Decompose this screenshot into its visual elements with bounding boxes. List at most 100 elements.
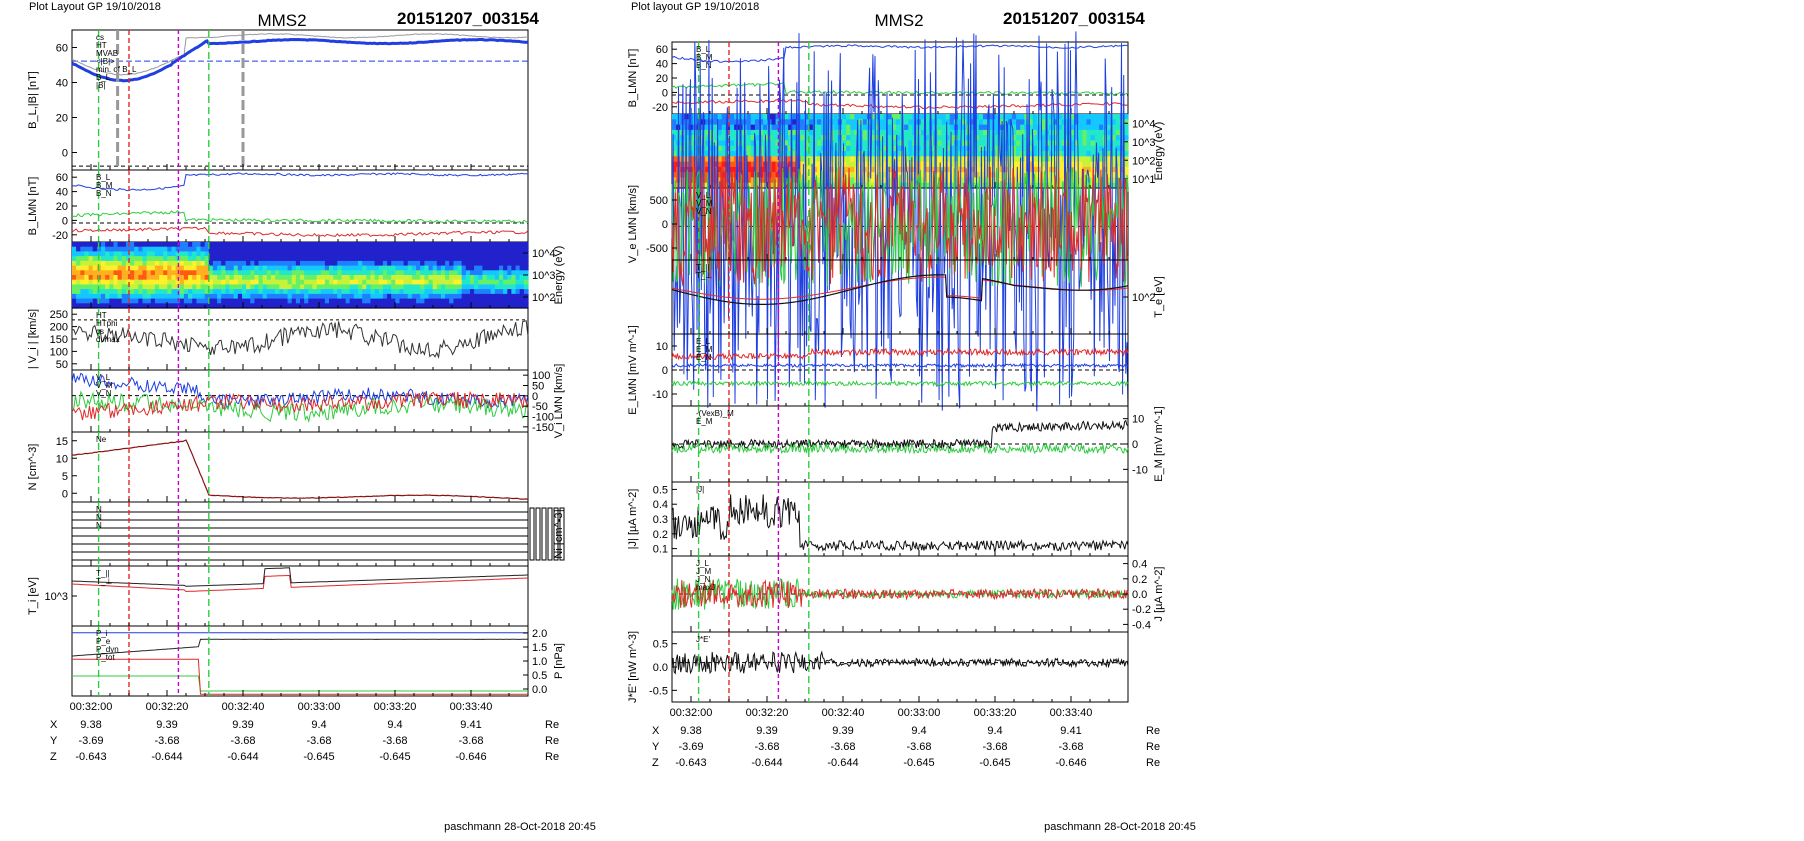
ion-spectrogram-cell [283, 246, 289, 252]
ion-spectrogram-cell [237, 289, 243, 295]
electron-spectrogram-cell [808, 172, 814, 178]
electron-spectrogram-cell [804, 156, 810, 163]
electron-spectrogram-cell [995, 145, 1000, 152]
ion-spectrogram-cell [349, 298, 355, 304]
ion-spectrogram-cell [179, 260, 185, 267]
electron-spectrogram-cell [920, 156, 926, 163]
ion-spectrogram-cell [113, 246, 119, 252]
ion-spectrogram-cell [96, 270, 102, 276]
ion-spectrogram-cell [333, 265, 338, 271]
ion-spectrogram-cell [109, 284, 114, 290]
ion-spectrogram-cell [416, 279, 421, 285]
electron-spectrogram-cell [837, 156, 843, 163]
ion-spectrogram-cell [138, 279, 143, 285]
ion-spectrogram-cell [113, 275, 119, 281]
ion-spectrogram-cell [217, 298, 222, 304]
electron-spectrogram-cell [817, 145, 822, 152]
ion-spectrogram-cell [453, 270, 459, 276]
electron-spectrogram-cell [721, 119, 727, 126]
ion-spectrogram-cell [482, 242, 488, 248]
ion-spectrogram-cell [233, 284, 239, 290]
ion-spectrogram-cell [445, 242, 450, 248]
ion-spectrogram-cell [192, 279, 197, 285]
electron-spectrogram-cell [974, 129, 980, 136]
electron-spectrogram-cell [995, 114, 1000, 120]
electron-spectrogram-cell [995, 151, 1000, 157]
ion-spectrogram-cell [353, 279, 359, 285]
ion-spectrogram-cell [246, 289, 251, 295]
electron-spectrogram-cell [974, 140, 980, 147]
ion-spectrogram-cell [204, 289, 210, 295]
ion-spectrogram-cell [196, 260, 202, 267]
electron-spectrogram-cell [891, 129, 897, 136]
ion-spectrogram-cell [420, 289, 425, 295]
ion-spectrogram-cell [183, 242, 189, 248]
electron-spectrogram-cell [1020, 114, 1025, 120]
electron-spectrogram-cell [1040, 135, 1046, 141]
electron-spectrogram-cell [949, 161, 955, 168]
ion-spectrogram-cell [461, 265, 467, 271]
ion-spectrogram-cell [188, 289, 193, 295]
y-axis-label: N [cm^-3] [27, 444, 39, 491]
electron-spectrogram-cell [1011, 166, 1017, 173]
electron-spectrogram-cell [850, 182, 855, 189]
ion-spectrogram-cell [167, 251, 172, 257]
ephemeris-value: -0.644 [827, 757, 858, 769]
ion-spectrogram-cell [204, 284, 210, 290]
electron-spectrogram-cell [908, 140, 913, 147]
ion-spectrogram-cell [428, 260, 434, 267]
electron-spectrogram-cell [887, 135, 893, 141]
ion-spectrogram-cell [378, 298, 384, 304]
ion-spectrogram-cell [72, 246, 77, 252]
ion-spectrogram-cell [353, 242, 359, 248]
electron-spectrogram-cell [908, 124, 913, 131]
electron-spectrogram-cell [730, 151, 735, 157]
electron-spectrogram-cell [895, 161, 901, 168]
electron-spectrogram-cell [879, 135, 884, 141]
ion-spectrogram-cell [308, 284, 313, 290]
ion-spectrogram-cell [101, 251, 106, 257]
ion-spectrogram-cell [486, 251, 492, 257]
ion-spectrogram-cell [440, 293, 446, 300]
electron-spectrogram-cell [995, 140, 1000, 147]
ion-spectrogram-cell [80, 260, 85, 267]
ion-spectrogram-cell [225, 303, 231, 309]
electron-spectrogram-cell [1074, 124, 1079, 131]
electron-spectrogram-cell [1123, 145, 1129, 152]
electron-spectrogram-cell [974, 114, 980, 120]
layout-label: Plot Layout GP 19/10/2018 [29, 1, 161, 13]
electron-spectrogram-cell [895, 129, 901, 136]
ion-spectrogram-cell [196, 289, 202, 295]
ion-spectrogram-cell [167, 270, 172, 276]
ion-spectrogram-cell [453, 275, 459, 281]
legend-entry: V_L [696, 191, 711, 200]
electron-spectrogram-cell [837, 177, 843, 184]
electron-spectrogram-cell [953, 114, 959, 120]
electron-spectrogram-cell [692, 151, 698, 157]
electron-spectrogram-cell [808, 114, 814, 120]
ion-spectrogram-cell [490, 303, 496, 309]
ion-spectrogram-cell [275, 260, 280, 267]
ion-spectrogram-cell [387, 293, 392, 300]
ion-spectrogram-cell [465, 256, 471, 262]
ion-spectrogram-cell [287, 265, 293, 271]
ion-spectrogram-cell [196, 275, 202, 281]
ion-spectrogram-cell [353, 265, 359, 271]
electron-spectrogram-cell [866, 182, 872, 189]
y-tick-label: 10^2 [1132, 155, 1156, 167]
electron-spectrogram-cell [924, 172, 930, 178]
electron-spectrogram-cell [1082, 161, 1088, 168]
legend-entry: E_M [696, 345, 713, 354]
electron-spectrogram-cell [771, 172, 777, 178]
electron-spectrogram-cell [792, 166, 797, 173]
ion-spectrogram-cell [416, 293, 421, 300]
ion-spectrogram-cell [457, 251, 463, 257]
ion-spectrogram-cell [279, 256, 284, 262]
ion-spectrogram-cell [474, 251, 479, 257]
ion-spectrogram-cell [482, 265, 488, 271]
ion-spectrogram-cell [308, 260, 313, 267]
electron-spectrogram-cell [1094, 177, 1100, 184]
ion-spectrogram-cell [449, 289, 454, 295]
ion-spectrogram-cell [470, 284, 475, 290]
ion-spectrogram-cell [486, 303, 492, 309]
